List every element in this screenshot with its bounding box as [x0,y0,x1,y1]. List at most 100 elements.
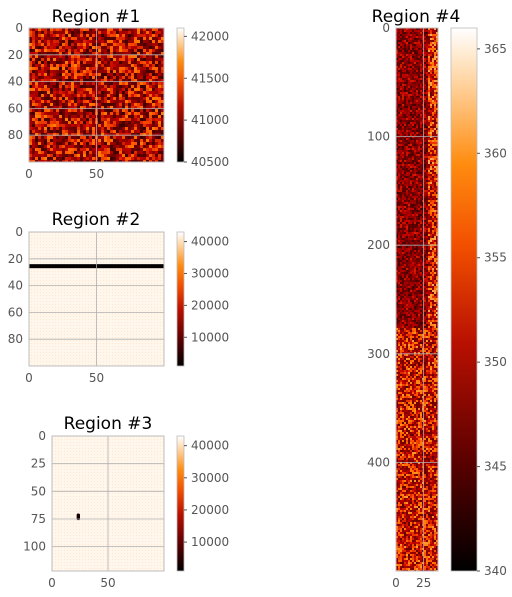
heatmap-cell [414,36,416,38]
heatmap-cell [416,58,418,60]
heatmap-cell [412,140,414,142]
heatmap-cell [434,166,436,168]
heatmap-cell [149,115,152,118]
heatmap-cell [410,140,412,142]
heatmap-cell [410,138,412,140]
heatmap-cell [416,298,418,300]
heatmap-cell [418,132,420,134]
heatmap-cell [155,142,158,145]
heatmap-cell [62,124,65,127]
heatmap-cell [77,109,80,112]
heatmap-cell [402,260,404,262]
heatmap-cell [418,140,420,142]
heatmap-cell [424,50,426,52]
heatmap-cell [406,48,408,50]
heatmap-cell [434,246,436,248]
heatmap-cell [143,91,146,94]
heatmap-cell [412,282,414,284]
heatmap-cell [152,55,155,58]
heatmap-cell [65,139,68,142]
heatmap-cell [412,176,414,178]
heatmap-cell [432,102,434,104]
heatmap-cell [155,46,158,49]
heatmap-cell [86,148,89,151]
heatmap-cell [434,84,436,86]
heatmap-cell [402,62,404,64]
heatmap-cell [400,246,402,248]
heatmap-cell [414,164,416,166]
heatmap-cell [410,88,412,90]
heatmap-cell [406,66,408,68]
heatmap-cell [416,80,418,82]
heatmap-cell [424,214,426,216]
heatmap-cell [406,56,408,58]
heatmap-cell [32,94,35,97]
heatmap-cell [426,150,428,152]
heatmap-cell [416,122,418,124]
heatmap-cell [89,40,92,43]
heatmap-cell [110,43,113,46]
heatmap-cell [404,280,406,282]
heatmap-cell [420,106,422,108]
heatmap-cell [424,130,426,132]
heatmap-cell [426,180,428,182]
heatmap-cell [406,160,408,162]
heatmap-cell [53,46,56,49]
heatmap-cell [152,109,155,112]
heatmap-cell [53,64,56,67]
y-tick-label: 40 [8,75,23,89]
heatmap-cell [410,272,412,274]
heatmap-cell [113,70,116,73]
heatmap-cell [410,252,412,254]
heatmap-cell [53,88,56,91]
heatmap-cell [398,220,400,222]
heatmap-cell [424,174,426,176]
heatmap-cell [116,94,119,97]
heatmap-cell [101,109,104,112]
heatmap-cell [426,100,428,102]
heatmap-cell [98,100,101,103]
heatmap-cell [426,104,428,106]
heatmap-cell [128,76,131,79]
heatmap-cell [404,170,406,172]
heatmap-cell [119,148,122,151]
heatmap-cell [432,180,434,182]
heatmap-cell [86,157,89,160]
heatmap-cell [400,148,402,150]
heatmap-cell [426,242,428,244]
heatmap-cell [408,190,410,192]
heatmap-cell [44,49,47,52]
heatmap-cell [404,198,406,200]
heatmap-cell [432,178,434,180]
heatmap-cell [125,31,128,34]
heatmap-cell [414,188,416,190]
heatmap-cell [47,130,50,133]
heatmap-cell [402,294,404,296]
heatmap-cell [406,78,408,80]
heatmap-cell [434,296,436,298]
heatmap-cell [398,282,400,284]
heatmap-cell [404,234,406,236]
heatmap-cell [110,100,113,103]
heatmap-cell [149,67,152,70]
heatmap-cell [414,230,416,232]
heatmap-cell [146,46,149,49]
heatmap-cell [65,94,68,97]
heatmap-cell [434,234,436,236]
heatmap-cell [406,142,408,144]
heatmap-cell [416,70,418,72]
heatmap-cell [50,88,53,91]
heatmap-cell [92,67,95,70]
heatmap-cell [155,64,158,67]
heatmap-cell [408,46,410,48]
heatmap-cell [416,224,418,226]
heatmap-cell [402,232,404,234]
heatmap-cell [418,86,420,88]
heatmap-cell [412,174,414,176]
heatmap-cell [65,76,68,79]
heatmap-cell [125,151,128,154]
heatmap-cell [86,112,89,115]
heatmap-cell [134,142,137,145]
heatmap-cell [400,296,402,298]
heatmap-cell [400,100,402,102]
